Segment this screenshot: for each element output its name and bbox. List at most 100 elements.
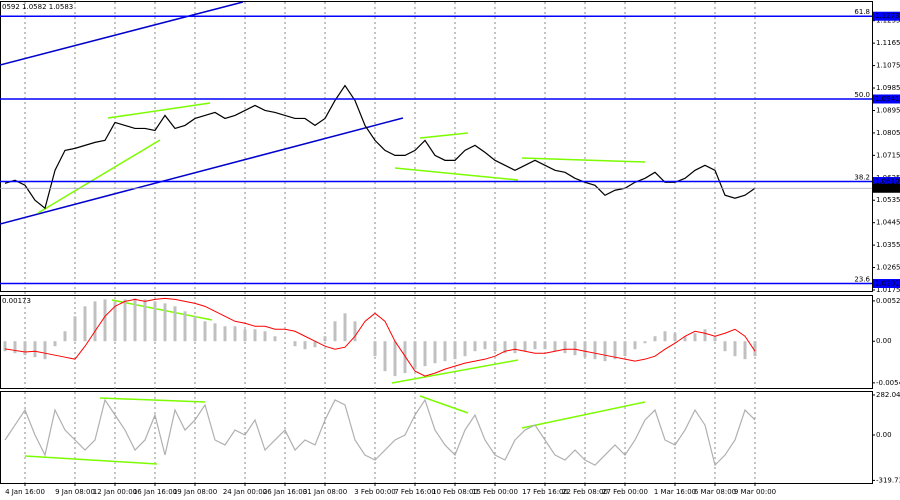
- histogram-bar: [43, 341, 47, 360]
- histogram-bar: [663, 331, 667, 342]
- divergence-line: [394, 167, 519, 181]
- histogram-bar: [273, 336, 277, 342]
- histogram-bar: [693, 333, 697, 342]
- histogram-bar: [573, 341, 577, 356]
- histogram-bar: [523, 341, 527, 352]
- level-label: 1.0201: [875, 280, 900, 288]
- histogram-bar: [393, 341, 397, 377]
- y-tick-label: 1.0445: [876, 219, 900, 227]
- histogram-bar: [473, 341, 477, 352]
- x-tick-label: 15 Feb 00:00: [472, 488, 518, 496]
- histogram-bar: [83, 306, 87, 342]
- histogram-bar: [353, 321, 357, 342]
- histogram-bar: [683, 336, 687, 342]
- divergence-lines: [24, 102, 646, 465]
- histogram-bar: [463, 341, 467, 357]
- divergence-line: [419, 395, 469, 414]
- histogram-bar: [153, 301, 157, 342]
- histogram-bar: [513, 341, 517, 354]
- histogram-bar: [63, 331, 67, 342]
- histogram-bar: [253, 329, 257, 342]
- level-label-box: [873, 183, 900, 193]
- divergence-line: [99, 397, 206, 403]
- histogram-bar: [293, 341, 297, 347]
- x-tick-label: 4 Jan 16:00: [5, 488, 45, 496]
- histogram-bar: [623, 341, 627, 357]
- grid: [24, 2, 756, 483]
- level-label-box: [873, 11, 900, 21]
- histogram-bar: [503, 341, 507, 354]
- y-tick-label: 1.1165: [876, 39, 900, 47]
- cci-panel: [0, 391, 873, 484]
- fib-label: 50.0: [854, 91, 870, 99]
- histogram-bar: [13, 341, 17, 354]
- level-label: 1.0610: [875, 178, 900, 186]
- histogram-bar: [143, 299, 147, 342]
- histogram-bar: [373, 341, 377, 357]
- histogram-bar: [483, 341, 487, 350]
- x-tick-label: 9 Jan 08:00: [55, 488, 95, 496]
- y-tick-label: 0.00526: [876, 297, 900, 305]
- x-tick-label: 1 Mar 16:00: [654, 488, 696, 496]
- trend-line: [0, 117, 404, 225]
- histogram-bar: [303, 341, 307, 350]
- histogram-bar: [633, 341, 637, 350]
- y-tick-label: 1.0805: [876, 129, 900, 137]
- level-label: 1.0583: [875, 184, 900, 192]
- y-tick-label: -0.00543: [876, 379, 900, 387]
- series-line: [4, 84, 756, 210]
- x-tick-label: 16 Jan 16:00: [133, 488, 177, 496]
- histogram-bar: [403, 341, 407, 374]
- y-tick-label: -319.7305: [876, 476, 900, 484]
- y-tick-label: 1.0985: [876, 84, 900, 92]
- fib-label: 38.2: [854, 174, 870, 182]
- histogram-bar: [113, 301, 117, 342]
- histogram-bar: [613, 341, 617, 360]
- histogram-bar: [493, 341, 497, 352]
- histogram-bar: [73, 316, 77, 342]
- histogram-bar: [653, 336, 657, 342]
- y-tick-label: 1.1075: [876, 62, 900, 70]
- x-tick-label: 6 Mar 08:00: [694, 488, 736, 496]
- y-tick-label: 0.00: [876, 431, 892, 439]
- histogram-bar: [133, 298, 137, 342]
- histogram-bar: [313, 341, 317, 348]
- level-label-box: [873, 279, 900, 289]
- histogram-bar: [53, 341, 57, 347]
- histogram-bar: [103, 299, 107, 342]
- x-tick-label: 3 Feb 00:00: [354, 488, 395, 496]
- histogram-bar: [203, 321, 207, 342]
- histogram-bar: [93, 301, 97, 342]
- histogram-bar: [723, 341, 727, 352]
- histogram-bar: [383, 341, 387, 372]
- x-tick-label: 17 Feb 16:00: [522, 488, 568, 496]
- level-label: 1.0941: [875, 95, 900, 103]
- x-tick-label: 26 Jan 16:00: [263, 488, 307, 496]
- level-label-box: [873, 94, 900, 104]
- signal-line: [4, 297, 756, 377]
- histogram-bar: [443, 341, 447, 362]
- x-tick-label: 27 Feb 00:00: [602, 488, 648, 496]
- histogram-bar: [673, 333, 677, 342]
- histogram-bar: [233, 326, 237, 342]
- panel-title: 0592 1.0582 1.0583: [2, 3, 73, 11]
- histogram-bar: [563, 341, 567, 354]
- fib-label: 23.6: [854, 276, 870, 284]
- x-tick-label: 12 Jan 00:00: [93, 488, 137, 496]
- histogram-bar: [223, 326, 227, 342]
- y-tick-label: 282.0457: [876, 391, 900, 399]
- histogram-bar: [593, 341, 597, 360]
- panel-frames: [0, 1, 873, 484]
- histogram-bar: [733, 341, 737, 357]
- histogram-bar: [183, 311, 187, 342]
- x-tick-label: 31 Jan 08:00: [303, 488, 347, 496]
- x-tick-label: 10 Feb 08:00: [432, 488, 478, 496]
- histogram-bar: [413, 341, 417, 370]
- histogram-bar: [743, 341, 747, 360]
- fib-label: 61.8: [854, 8, 870, 16]
- divergence-line: [521, 401, 646, 429]
- macd-panel: [0, 295, 873, 389]
